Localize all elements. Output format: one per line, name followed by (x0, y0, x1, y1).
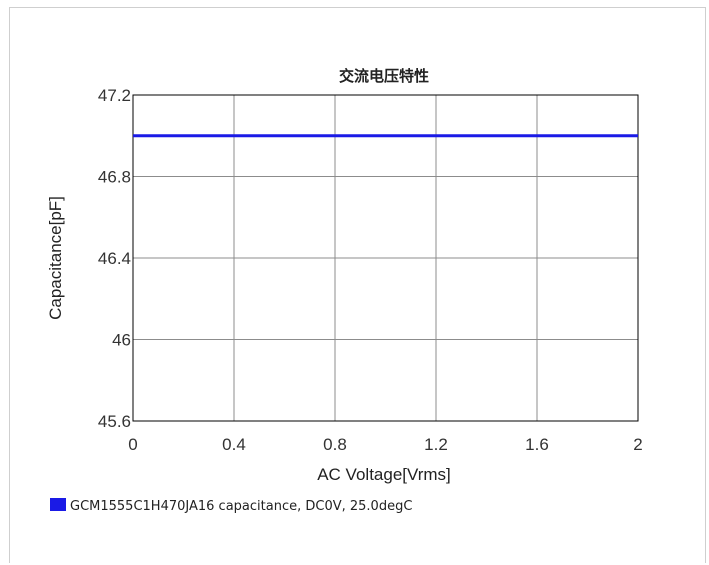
y-tick-label: 47.2 (98, 86, 131, 105)
legend-swatch (50, 498, 66, 511)
chart-frame (9, 7, 706, 563)
x-tick-label: 1.6 (525, 435, 549, 454)
x-tick-label: 1.2 (424, 435, 448, 454)
x-axis-ticks: 0 0.4 0.8 1.2 1.6 2 (128, 435, 642, 454)
x-axis-label: AC Voltage[Vrms] (317, 465, 451, 484)
x-tick-label: 0.4 (222, 435, 246, 454)
x-tick-label: 0.8 (323, 435, 347, 454)
y-tick-label: 46.4 (98, 249, 131, 268)
y-tick-label: 45.6 (98, 412, 131, 431)
y-axis-ticks: 47.2 46.8 46.4 46 45.6 (98, 86, 131, 431)
y-tick-label: 46 (112, 331, 131, 350)
y-axis-label: Capacitance[pF] (46, 196, 65, 320)
grid (132, 94, 639, 422)
chart-title: 交流电压特性 (339, 67, 429, 85)
x-tick-label: 0 (128, 435, 137, 454)
legend: GCM1555C1H470JA16 capacitance, DC0V, 25.… (50, 498, 412, 514)
x-tick-label: 2 (633, 435, 642, 454)
y-tick-label: 46.8 (98, 168, 131, 187)
legend-entry: GCM1555C1H470JA16 capacitance, DC0V, 25.… (70, 499, 412, 514)
plot-area (132, 94, 639, 422)
